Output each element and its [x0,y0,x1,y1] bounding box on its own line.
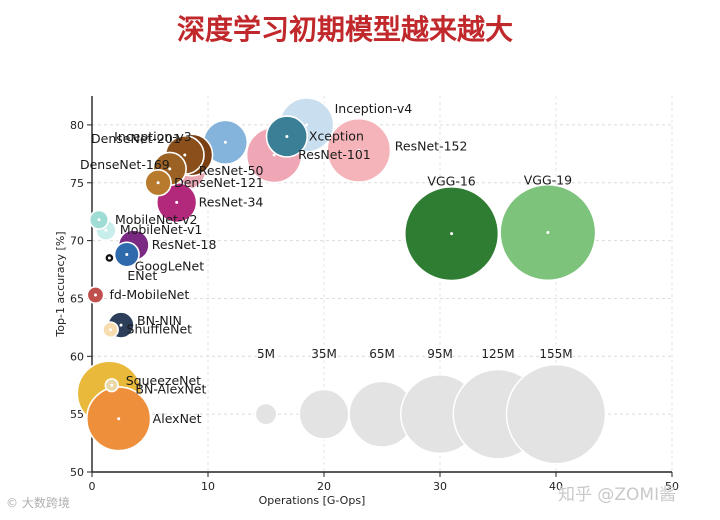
bubble-label: fd-MobileNet [109,287,189,302]
bubble-label: BN-AlexNet [135,381,206,396]
size-legend-bubble [505,363,607,465]
size-legend-label: 5M [257,347,275,361]
bubble-center-dot [104,228,108,232]
bubble-label: Xception [309,128,364,143]
x-tick-label: 0 [89,480,96,493]
bubble-center-dot [223,140,227,144]
x-tick-label: 50 [665,480,679,493]
bubble-label: ResNet-101 [298,147,371,162]
bubble-label: MobileNet-v1 [120,222,202,237]
bubble-label: Inception-v4 [335,101,413,116]
bubble-center-dot [97,218,101,222]
x-axis-label: Operations [G-Ops] [259,494,366,507]
bubble-label: VGG-19 [524,173,572,188]
y-tick-label: 70 [70,235,84,248]
bubble-center-dot [119,323,123,327]
bubbles [76,97,597,452]
bubble-label: AlexNet [153,411,202,426]
bubble-label: ResNet-34 [199,194,264,209]
bubble-center-dot [156,181,160,185]
bubble-label: DenseNet-121 [174,175,264,190]
bubble-center-dot [450,232,454,236]
bubble-label: DenseNet-169 [80,157,170,172]
bubble-label: BN-NIN [137,313,182,328]
bubble-center-dot [175,200,179,204]
y-tick-label: 75 [70,177,84,190]
y-tick-label: 60 [70,350,84,363]
bubble-label: GoogLeNet [135,258,204,273]
y-tick-label: 50 [70,466,84,479]
bubble-center-dot [93,293,97,297]
y-tick-label: 65 [70,292,84,305]
y-tick-label: 55 [70,408,84,421]
bubble-center-dot [546,231,550,235]
size-legend-bubble [254,402,278,426]
bubble-center-dot [272,153,276,157]
x-tick-label: 30 [433,480,447,493]
x-tick-label: 20 [317,480,331,493]
bubble-center-dot [305,123,309,127]
bubble-label: ResNet-18 [152,237,217,252]
bubble-center-dot [109,328,113,332]
bubble-label: ShuffleNet [127,322,193,337]
bubble-label: ENet [127,268,157,283]
bubble-label: ResNet-152 [395,138,468,153]
bubble-center-dot [357,148,361,152]
bubble-center-dot [125,252,129,256]
watermark-left: © 大数跨境 [6,496,70,510]
x-tick-label: 40 [549,480,563,493]
bubble-center-dot [168,167,172,171]
bubble-center-dot [183,153,187,157]
bubble-label: SqueezeNet [126,373,201,388]
bubble-center-dot [107,256,111,260]
bubble-label: Inception-v3 [114,129,192,144]
size-legend-label: 65M [369,347,395,361]
y-tick-label: 80 [70,119,84,132]
size-legend-label: 95M [427,347,453,361]
bubble-label: ResNet-50 [199,163,264,178]
bubble-label: VGG-16 [427,174,475,189]
bubble-center-dot [285,134,289,138]
size-legend-label: 155M [539,347,572,361]
watermark-right: 知乎 @ZOMI酱 [558,485,677,505]
size-legend: 5M 35M 65M 95M 125M 155M [254,347,607,465]
x-tick-label: 10 [201,480,215,493]
size-legend-label: 35M [311,347,337,361]
chart-title: 深度学习初期模型越来越大 [176,13,513,46]
bubble-center-dot [110,383,114,387]
bubble-label: DenseNet-201 [91,131,181,146]
size-legend-bubble [298,388,350,440]
bubble-center-dot [117,417,121,421]
bubble-label: MobileNet-v2 [115,212,197,227]
y-axis-label: Top-1 accuracy [%] [54,231,67,337]
size-legend-label: 125M [481,347,514,361]
